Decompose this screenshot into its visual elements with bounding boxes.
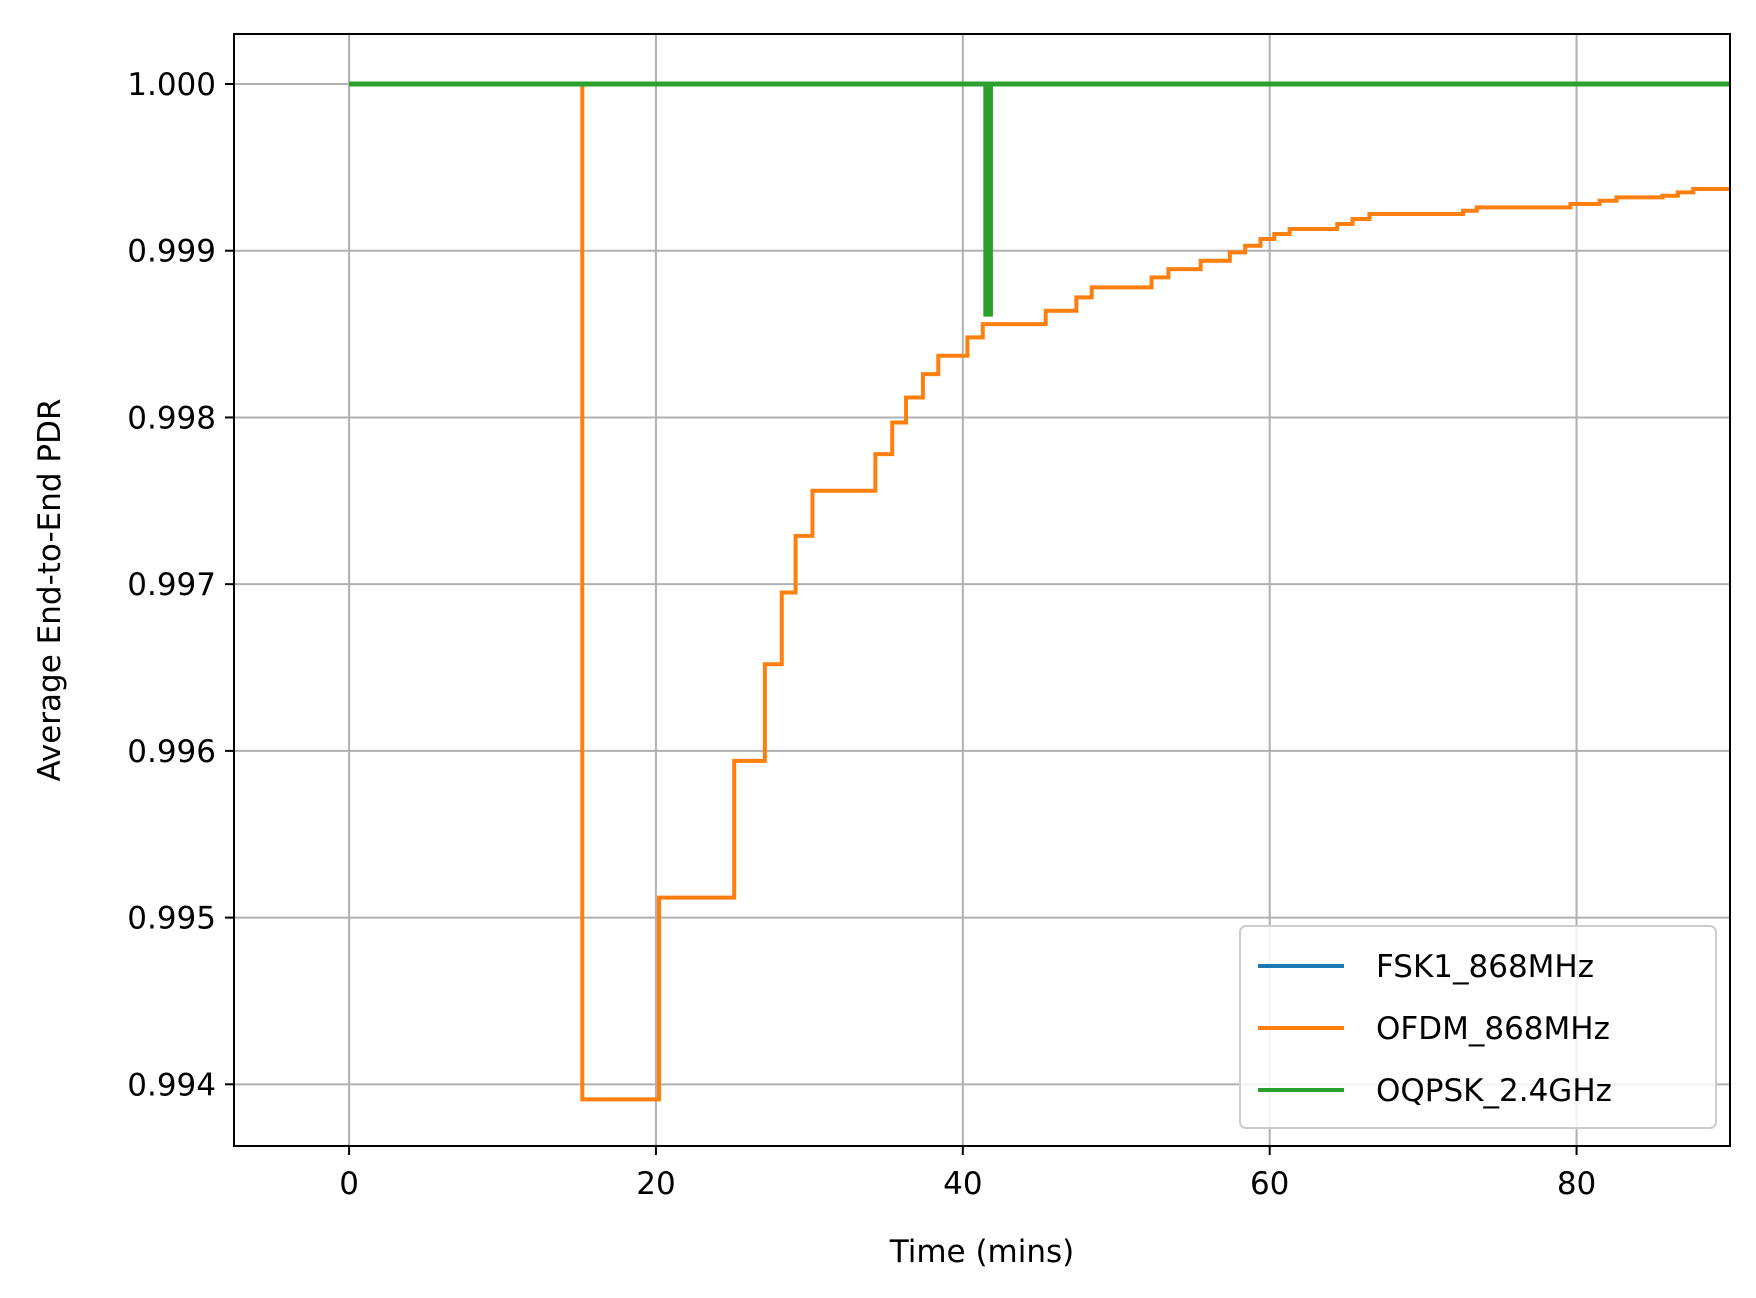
y-tick-label: 0.997 xyxy=(127,567,216,603)
series-line-ofdm-868mhz xyxy=(349,82,1730,1102)
x-tick-label: 0 xyxy=(339,1166,359,1202)
x-tick-label: 40 xyxy=(943,1166,982,1202)
plot-lines xyxy=(349,81,1730,1102)
y-tick-label: 0.996 xyxy=(127,734,216,770)
y-tick-label: 1.000 xyxy=(127,67,216,103)
x-axis-ticks: 0 20 40 60 80 xyxy=(339,1146,1596,1202)
legend: FSK1_868MHz OFDM_868MHz OQPSK_2.4GHz xyxy=(1239,925,1717,1129)
legend-box xyxy=(1239,925,1717,1129)
series-line-oqpsk-2-4ghz xyxy=(349,81,1730,317)
x-tick-label: 80 xyxy=(1557,1166,1596,1202)
y-tick-label: 0.995 xyxy=(127,901,216,937)
legend-label-fsk1: FSK1_868MHz xyxy=(1376,949,1594,985)
x-tick-label: 20 xyxy=(636,1166,675,1202)
x-axis-label: Time (mins) xyxy=(889,1234,1075,1270)
y-axis-ticks: 0.994 0.995 0.996 0.997 0.998 0.999 1.000 xyxy=(127,67,234,1103)
plot-frame xyxy=(233,33,1731,1147)
legend-label-ofdm: OFDM_868MHz xyxy=(1376,1011,1610,1047)
y-tick-label: 0.994 xyxy=(127,1067,216,1103)
y-tick-label: 0.999 xyxy=(127,234,216,270)
y-tick-label: 0.998 xyxy=(127,400,216,436)
legend-label-oqpsk: OQPSK_2.4GHz xyxy=(1376,1073,1612,1109)
x-tick-label: 60 xyxy=(1250,1166,1289,1202)
grid xyxy=(234,34,1730,1146)
y-axis-label: Average End-to-End PDR xyxy=(32,398,68,781)
